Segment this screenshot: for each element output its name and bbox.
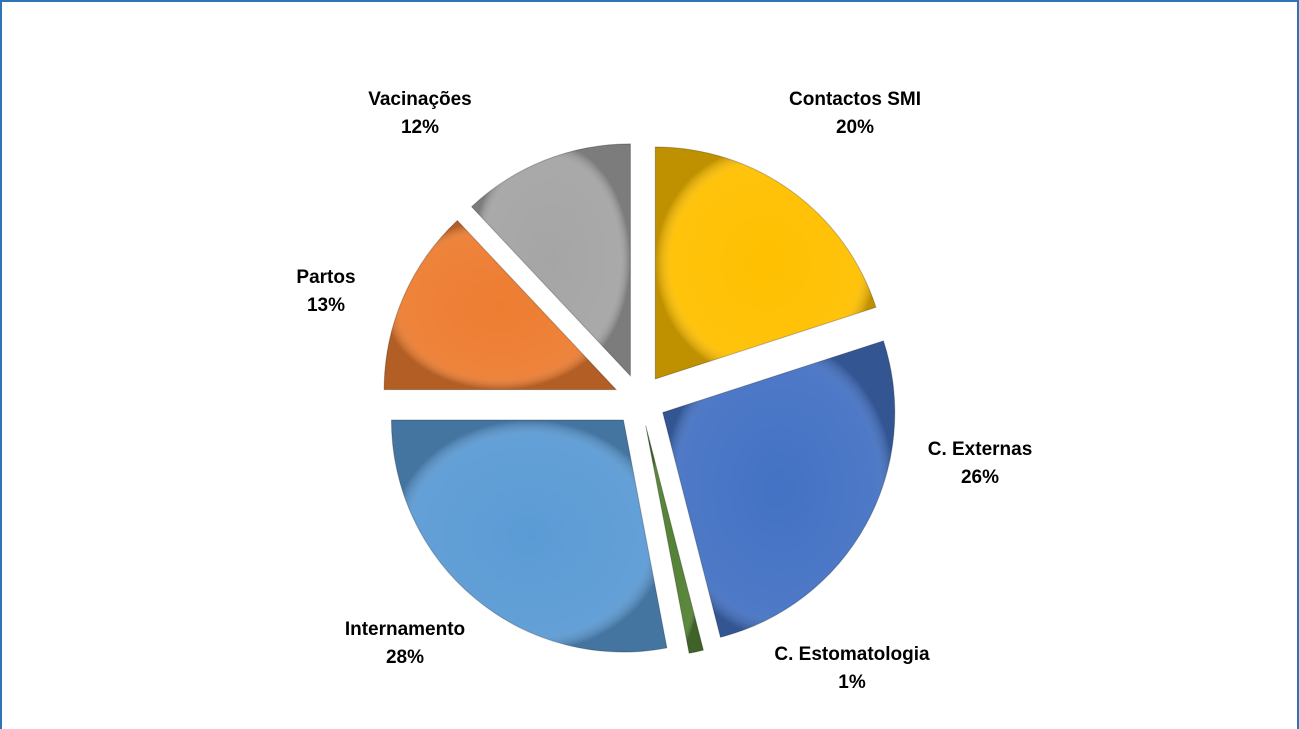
slice-value: 12%: [401, 117, 439, 138]
slice-name: Internamento: [345, 619, 465, 640]
slice-value: 28%: [386, 647, 424, 668]
slice-name: Vacinações: [368, 89, 472, 110]
slice-value: 26%: [961, 467, 999, 488]
slice-name: C. Estomatologia: [774, 644, 930, 665]
slice-value: 13%: [307, 295, 345, 316]
slice-name: Contactos SMI: [789, 89, 921, 110]
slice-name: Partos: [296, 267, 355, 288]
slice-value: 20%: [836, 117, 874, 138]
pie-slice: [654, 146, 877, 380]
slice-name: C. Externas: [928, 439, 1033, 460]
slice-value: 1%: [838, 672, 866, 693]
pie-slice: [662, 340, 896, 638]
pie-slice: [390, 419, 668, 653]
